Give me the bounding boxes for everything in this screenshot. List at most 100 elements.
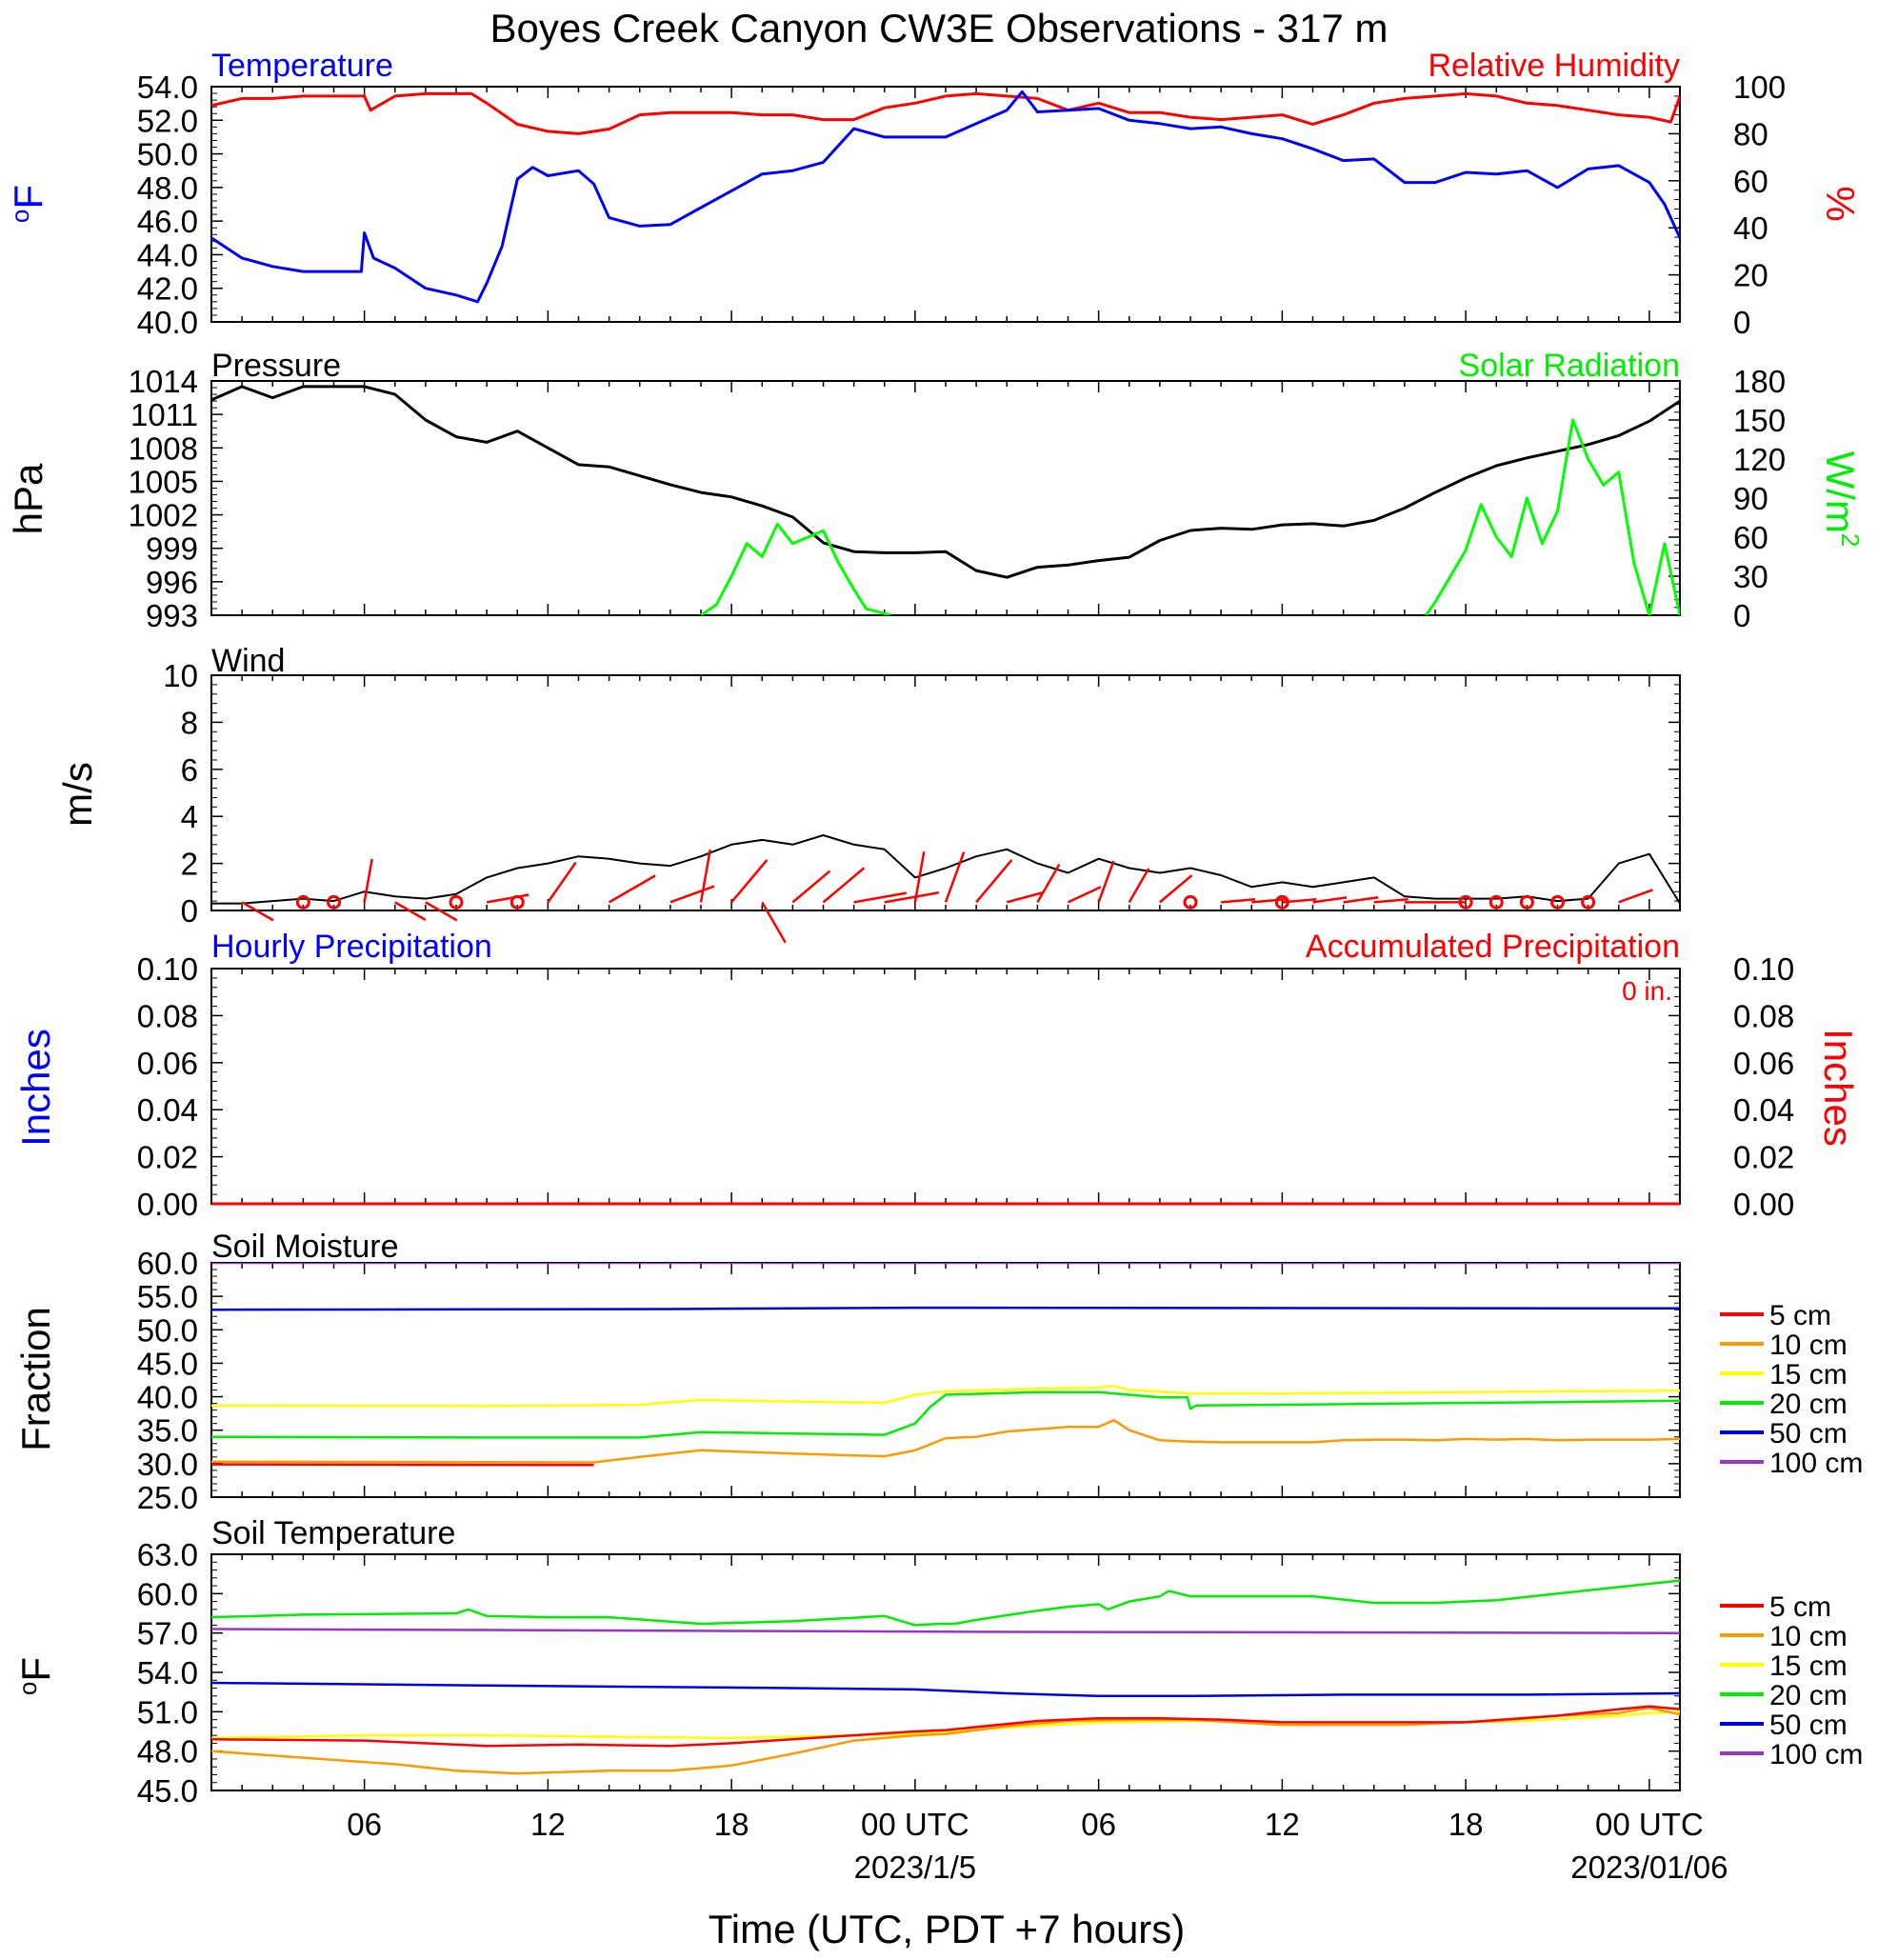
y-tick-label: 0.00 <box>137 1187 198 1222</box>
y-tick-label: 54.0 <box>137 1655 198 1690</box>
pressure-solar-panel: Pressure Solar Radiation hPa W/m2 993996… <box>6 348 1865 633</box>
wind-barb <box>944 851 966 903</box>
wind-axes: 0 2 4 6 8 10 <box>163 658 1681 944</box>
y-tick-label: 35.0 <box>137 1413 198 1449</box>
y-right-tick-label: 80 <box>1733 116 1768 151</box>
y-tick-label: 50.0 <box>137 137 198 172</box>
y-tick-label: 57.0 <box>137 1616 198 1651</box>
y-right-tick-label: 0 <box>1733 598 1750 633</box>
y-right-tick-label: 0.06 <box>1733 1046 1794 1081</box>
wind-barb <box>1097 860 1115 903</box>
x-axis-tick-labels: 06 12 18 00 UTC 2023/1/5 06 12 18 00 UTC 2023/01/… <box>347 1807 1728 1885</box>
temperature-line <box>211 90 1680 304</box>
relative-humidity-line <box>211 91 1680 135</box>
y-right-tick-label: 40 <box>1733 210 1768 246</box>
y-right-tick-label: 0.08 <box>1733 998 1794 1033</box>
y-tick-label: 45.0 <box>137 1773 198 1809</box>
y-right-tick-label: 0 <box>1733 305 1750 340</box>
wind-barb <box>913 850 926 903</box>
calm-wind-marker <box>327 894 341 910</box>
legend-label: 20 cm <box>1769 1680 1848 1711</box>
y-tick-label: 1008 <box>129 430 198 466</box>
wind-barb <box>669 885 715 904</box>
y-tick-label: 996 <box>146 565 198 600</box>
wind-speed-line <box>211 834 1680 905</box>
y-right-tick-label: 180 <box>1733 364 1786 399</box>
wind-barb <box>853 891 907 904</box>
y-right-tick-label: 30 <box>1733 559 1768 594</box>
wind-panel: Wind m/s 0 2 4 6 8 10 <box>55 643 1681 944</box>
calm-wind-marker <box>1519 894 1534 910</box>
y-tick-label: 0.08 <box>137 998 198 1033</box>
y-right-tick-label: 60 <box>1733 164 1768 199</box>
wind-barb <box>791 870 831 904</box>
y-tick-label: 52.0 <box>137 103 198 138</box>
y-tick-label: 0.04 <box>137 1092 198 1128</box>
legend-label: 5 cm <box>1769 1591 1831 1623</box>
temperature-axis-label: oF <box>6 185 50 223</box>
soil-moisture-5cm-line <box>211 1463 594 1467</box>
calm-wind-marker <box>1550 894 1565 910</box>
y-tick-label: 999 <box>146 531 198 567</box>
precipitation-axes: 0.00 0.02 0.04 0.06 0.08 0.10 0.00 0.02 0.04 0.06… <box>137 951 1794 1222</box>
legend-label: 15 cm <box>1769 1359 1848 1390</box>
solar-radiation-line-day1 <box>700 522 891 615</box>
legend-label: 100 cm <box>1769 1448 1863 1479</box>
wind-barb <box>822 867 866 904</box>
calm-wind-marker <box>1488 894 1504 910</box>
y-tick-label: 0.02 <box>137 1140 198 1175</box>
y-tick-label: 48.0 <box>137 1734 198 1770</box>
wind-barb <box>1159 874 1193 904</box>
y-tick-label: 55.0 <box>137 1279 198 1314</box>
soil-moisture-title: Soil Moisture <box>211 1229 399 1265</box>
y-tick-label: 8 <box>181 705 198 740</box>
wind-barb <box>241 901 274 922</box>
soil-temperature-title: Soil Temperature <box>211 1515 455 1551</box>
wind-barb <box>1067 886 1102 904</box>
wind-barb <box>1343 895 1379 904</box>
y-tick-label: 25.0 <box>137 1480 198 1515</box>
y-right-tick-label: 0.04 <box>1733 1092 1794 1128</box>
legend-label: 5 cm <box>1769 1300 1831 1331</box>
soil-moisture-panel: Soil Moisture Fraction 25.030.035.040.04… <box>13 1229 1863 1515</box>
wind-barb <box>975 859 1013 904</box>
soil-temperature-20cm-line <box>211 1579 1680 1627</box>
y-tick-label: 40.0 <box>137 305 198 340</box>
soil-temperature-panel: Soil Temperature oF 45.048.0 51.0 54.0 57.0… <box>13 1515 1863 1885</box>
wind-barb <box>1006 891 1044 904</box>
y-tick-label: 54.0 <box>137 70 198 105</box>
rh-axis-label: % <box>1818 186 1863 221</box>
x-date-label: 2023/01/06 <box>1570 1850 1728 1885</box>
rh-title: Relative Humidity <box>1428 48 1680 84</box>
legend-label: 50 cm <box>1769 1710 1848 1741</box>
soil-temperature-5cm-line <box>211 1705 1680 1748</box>
y-right-tick-label: 90 <box>1733 481 1768 516</box>
legend-label: 10 cm <box>1769 1621 1848 1652</box>
y-tick-label: 60.0 <box>137 1576 198 1611</box>
wind-barb <box>1128 868 1150 903</box>
y-tick-label: 60.0 <box>137 1246 198 1281</box>
y-tick-label: 48.0 <box>137 170 198 206</box>
wind-barb <box>884 891 940 904</box>
calm-wind-marker <box>1581 894 1596 910</box>
y-tick-label: 44.0 <box>137 237 198 272</box>
wind-barb <box>1036 863 1061 903</box>
y-tick-label: 40.0 <box>137 1380 198 1415</box>
soil-temperature-axis-label: oF <box>13 1657 58 1695</box>
y-right-tick-label: 100 <box>1733 70 1786 105</box>
solar-radiation-line-day2 <box>1425 418 1680 615</box>
x-tick-label: 00 UTC <box>1595 1807 1704 1842</box>
x-tick-label: 06 <box>1081 1807 1116 1842</box>
soil-temperature-100cm-line <box>211 1628 1680 1634</box>
legend-label: 50 cm <box>1769 1418 1848 1450</box>
y-right-tick-label: 20 <box>1733 258 1768 293</box>
wind-barb <box>1251 897 1288 904</box>
y-tick-label: 51.0 <box>137 1694 198 1730</box>
wind-title: Wind <box>211 643 285 679</box>
wind-barb <box>1282 897 1317 904</box>
accum-precip-annotation: 0 in. <box>1622 976 1672 1006</box>
calm-wind-marker <box>1183 894 1198 910</box>
y-tick-label: 30.0 <box>137 1447 198 1482</box>
y-tick-label: 0 <box>181 893 198 929</box>
